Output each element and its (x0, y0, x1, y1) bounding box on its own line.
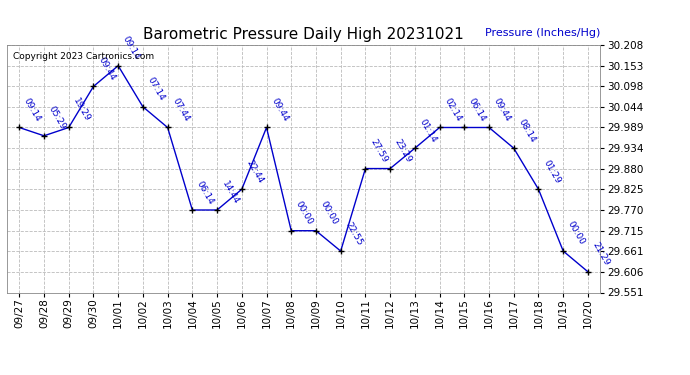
Text: Copyright 2023 Cartronics.com: Copyright 2023 Cartronics.com (13, 53, 154, 62)
Text: 01:29: 01:29 (541, 158, 562, 185)
Text: 00:00: 00:00 (294, 200, 315, 226)
Text: 07:44: 07:44 (170, 97, 191, 123)
Text: 09:44: 09:44 (269, 97, 290, 123)
Text: 05:29: 05:29 (47, 105, 68, 132)
Text: 27:59: 27:59 (368, 138, 389, 164)
Title: Barometric Pressure Daily High 20231021: Barometric Pressure Daily High 20231021 (144, 27, 464, 42)
Text: 01:14: 01:14 (417, 117, 438, 144)
Text: 09:44: 09:44 (96, 56, 117, 82)
Text: 09:44: 09:44 (492, 97, 513, 123)
Text: 07:14: 07:14 (146, 76, 166, 103)
Text: 22:55: 22:55 (344, 220, 364, 247)
Text: 23:29: 23:29 (393, 138, 413, 164)
Text: 06:14: 06:14 (195, 179, 216, 206)
Text: 08:14: 08:14 (517, 117, 538, 144)
Text: 00:00: 00:00 (566, 220, 586, 247)
Text: 02:14: 02:14 (442, 97, 463, 123)
Text: 14:44: 14:44 (220, 179, 240, 206)
Text: 09:14: 09:14 (22, 96, 43, 123)
Text: 06:14: 06:14 (467, 96, 488, 123)
Text: Pressure (Inches/Hg): Pressure (Inches/Hg) (485, 27, 600, 38)
Text: 09:14: 09:14 (121, 35, 141, 62)
Text: 21:29: 21:29 (591, 241, 611, 268)
Text: 22:44: 22:44 (244, 159, 265, 185)
Text: 19:29: 19:29 (72, 96, 92, 123)
Text: 00:00: 00:00 (319, 200, 339, 226)
